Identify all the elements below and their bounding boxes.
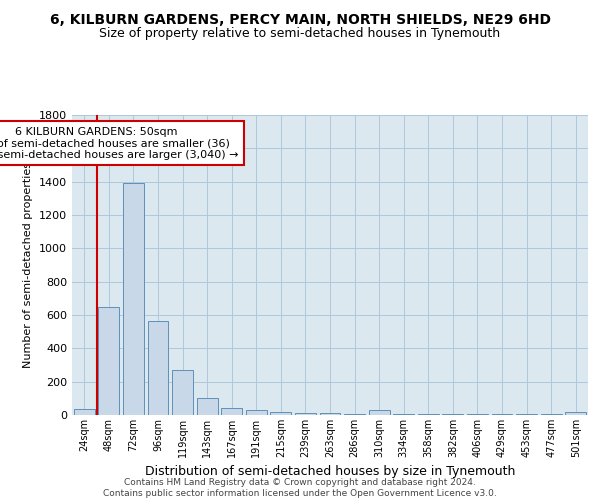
Y-axis label: Number of semi-detached properties: Number of semi-detached properties bbox=[23, 162, 34, 368]
Bar bbox=[418, 414, 439, 415]
Bar bbox=[442, 414, 463, 415]
Bar bbox=[565, 412, 586, 415]
Text: Size of property relative to semi-detached houses in Tynemouth: Size of property relative to semi-detach… bbox=[100, 28, 500, 40]
Bar bbox=[320, 413, 340, 415]
Bar bbox=[271, 412, 292, 415]
Bar bbox=[541, 414, 562, 415]
Bar bbox=[197, 398, 218, 415]
Bar bbox=[393, 414, 414, 415]
X-axis label: Distribution of semi-detached houses by size in Tynemouth: Distribution of semi-detached houses by … bbox=[145, 466, 515, 478]
Text: Contains HM Land Registry data © Crown copyright and database right 2024.
Contai: Contains HM Land Registry data © Crown c… bbox=[103, 478, 497, 498]
Bar bbox=[221, 408, 242, 415]
Bar bbox=[368, 410, 389, 415]
Bar bbox=[123, 184, 144, 415]
Bar bbox=[491, 414, 512, 415]
Bar bbox=[516, 414, 537, 415]
Bar bbox=[344, 414, 365, 415]
Bar bbox=[148, 321, 169, 415]
Text: 6 KILBURN GARDENS: 50sqm
← 1% of semi-detached houses are smaller (36)
99% of se: 6 KILBURN GARDENS: 50sqm ← 1% of semi-de… bbox=[0, 126, 238, 160]
Bar bbox=[172, 370, 193, 415]
Bar bbox=[467, 414, 488, 415]
Bar bbox=[74, 409, 95, 415]
Bar bbox=[98, 306, 119, 415]
Bar bbox=[295, 412, 316, 415]
Bar bbox=[246, 410, 267, 415]
Text: 6, KILBURN GARDENS, PERCY MAIN, NORTH SHIELDS, NE29 6HD: 6, KILBURN GARDENS, PERCY MAIN, NORTH SH… bbox=[49, 12, 551, 26]
